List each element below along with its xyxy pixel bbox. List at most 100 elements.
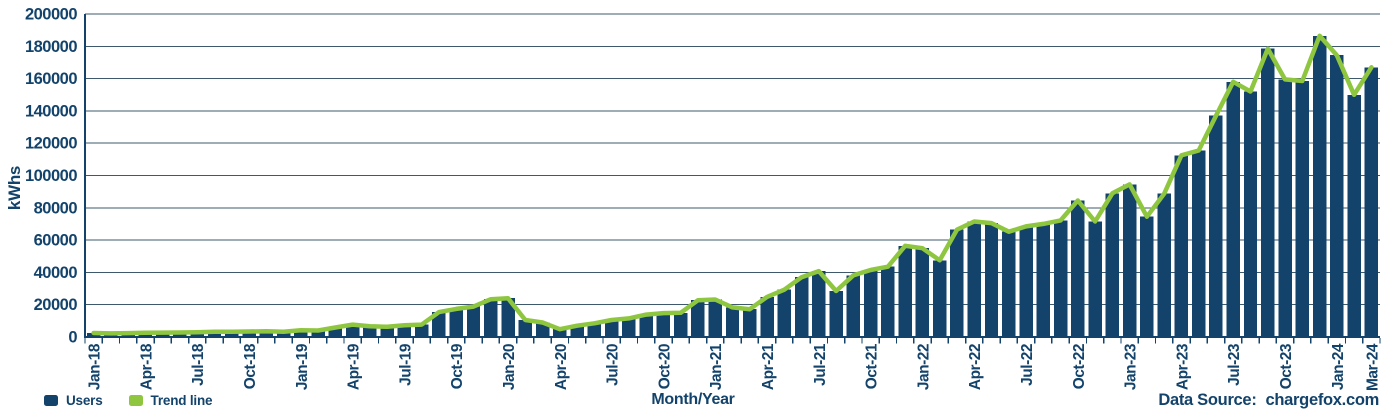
bar-Sep-22 [1053, 220, 1068, 337]
bar-Aug-21 [829, 290, 843, 337]
bar-Sep-19 [432, 312, 446, 337]
bar-May-22 [984, 223, 999, 337]
y-tick-label: 80000 [34, 199, 78, 217]
trend-series-swatch [128, 395, 143, 406]
bar-May-21 [777, 289, 792, 337]
x-tick-label-Apr-20: Apr-20 [553, 344, 570, 390]
data-source-value: chargefox.com [1265, 391, 1380, 409]
bar-Sep-18 [225, 331, 239, 337]
bar-Jun-20 [587, 323, 602, 337]
x-tick-label-Jan-23: Jan-23 [1123, 343, 1140, 390]
bar-Jan-24 [1330, 55, 1344, 338]
bar-Dec-18 [276, 331, 291, 337]
x-tick-label-Oct-20: Oct-20 [656, 344, 673, 389]
x-tick-label-Apr-18: Apr-18 [138, 343, 155, 390]
bar-Feb-19 [311, 330, 325, 337]
bar-Apr-21 [760, 296, 774, 337]
bar-Feb-23 [1140, 216, 1154, 337]
bar-Jul-20 [604, 320, 619, 337]
bar-Dec-20 [691, 300, 705, 337]
bar-Jan-19 [294, 330, 308, 337]
bar-Jan-20 [501, 298, 515, 337]
users-legend-label: Users [66, 393, 103, 408]
y-axis-title: kWhs [5, 165, 24, 211]
x-tick-label-Apr-23: Apr-23 [1174, 343, 1191, 390]
x-tick-label-Jul-19: Jul-19 [397, 343, 414, 386]
x-tick-label-Jul-22: Jul-22 [1019, 344, 1036, 386]
bar-Feb-24 [1347, 94, 1361, 337]
bar-Oct-18 [242, 331, 256, 337]
x-tick-label-Mar-24: Mar-24 [1364, 343, 1381, 391]
x-tick-label-Jan-22: Jan-22 [915, 344, 932, 390]
x-tick-label-Jul-18: Jul-18 [190, 343, 207, 386]
bar-Feb-21 [725, 307, 740, 337]
data-source-label: Data Source: [1158, 391, 1257, 409]
bar-Aug-19 [414, 324, 429, 337]
bar-May-23 [1191, 150, 1206, 337]
bar-Feb-20 [518, 320, 533, 337]
y-tick-label: 200000 [25, 6, 77, 24]
bar-Nov-23 [1295, 81, 1310, 338]
y-tick-label: 160000 [25, 70, 77, 88]
bar-Sep-20 [639, 314, 653, 337]
x-axis-title: Month/Year [651, 391, 735, 408]
y-tick-label: 120000 [25, 135, 77, 153]
bar-Apr-19 [345, 324, 360, 337]
bar-Apr-22 [967, 221, 981, 337]
bar-Dec-19 [484, 299, 498, 337]
bar-Oct-21 [863, 269, 878, 337]
bar-Mar-24 [1364, 67, 1379, 338]
bar-Nov-22 [1088, 221, 1102, 337]
x-tick-label-Jan-21: Jan-21 [708, 343, 725, 390]
legend-item-users: Users [44, 393, 103, 408]
bar-Aug-23 [1243, 91, 1258, 338]
bar-Jul-23 [1226, 81, 1240, 337]
x-tick-label-Jan-18: Jan-18 [87, 343, 104, 390]
bar-Mar-19 [328, 327, 343, 337]
bar-Oct-19 [449, 308, 463, 337]
x-tick-label-Apr-21: Apr-21 [760, 343, 777, 390]
users-series-swatch [44, 395, 58, 406]
x-tick-label-Jul-20: Jul-20 [605, 344, 622, 386]
bar-Dec-22 [1105, 193, 1120, 337]
bar-Jul-21 [812, 271, 826, 337]
x-tick-label-Jan-20: Jan-20 [501, 344, 518, 390]
y-tick-label: 140000 [25, 102, 77, 120]
y-tick-label: 0 [68, 329, 77, 347]
trend-line [91, 33, 1374, 336]
x-tick-label-Apr-19: Apr-19 [346, 343, 363, 390]
bar-Nov-21 [881, 266, 895, 337]
x-tick-label-Oct-21: Oct-21 [864, 343, 881, 389]
x-tick-label-Apr-22: Apr-22 [967, 344, 984, 390]
bar-Oct-23 [1278, 79, 1292, 337]
bar-May-19 [363, 326, 377, 337]
x-tick-label-Jul-21: Jul-21 [812, 343, 829, 386]
trend-legend-label: Trend line [150, 393, 213, 408]
x-tick-label-Jul-23: Jul-23 [1226, 343, 1243, 386]
bar-Jan-21 [708, 299, 722, 337]
bar-Nov-20 [673, 312, 688, 337]
bar-Mar-23 [1157, 193, 1171, 337]
bar-May-20 [570, 325, 584, 337]
bar-Aug-18 [207, 331, 222, 337]
bar-Jan-23 [1122, 184, 1137, 337]
bar-Mar-22 [950, 229, 964, 337]
bar-Jul-19 [397, 325, 412, 337]
bar-Jun-23 [1209, 115, 1223, 338]
y-tick-label: 60000 [34, 232, 78, 250]
bar-Apr-23 [1174, 155, 1189, 337]
bar-Jun-19 [380, 326, 394, 337]
bar-Jun-21 [794, 277, 809, 337]
bar-Aug-20 [622, 318, 636, 337]
bar-Dec-23 [1312, 35, 1327, 338]
legend-item-trend: Trend line [128, 393, 213, 408]
bar-Jan-22 [915, 248, 930, 337]
bar-Jul-18 [190, 332, 204, 337]
bar-Jun-22 [1002, 231, 1016, 337]
bar-Mar-21 [743, 309, 757, 337]
bar-Oct-22 [1071, 200, 1085, 337]
bar-Nov-19 [466, 306, 481, 337]
bar-Apr-20 [553, 329, 567, 337]
bar-Sep-21 [846, 275, 861, 337]
